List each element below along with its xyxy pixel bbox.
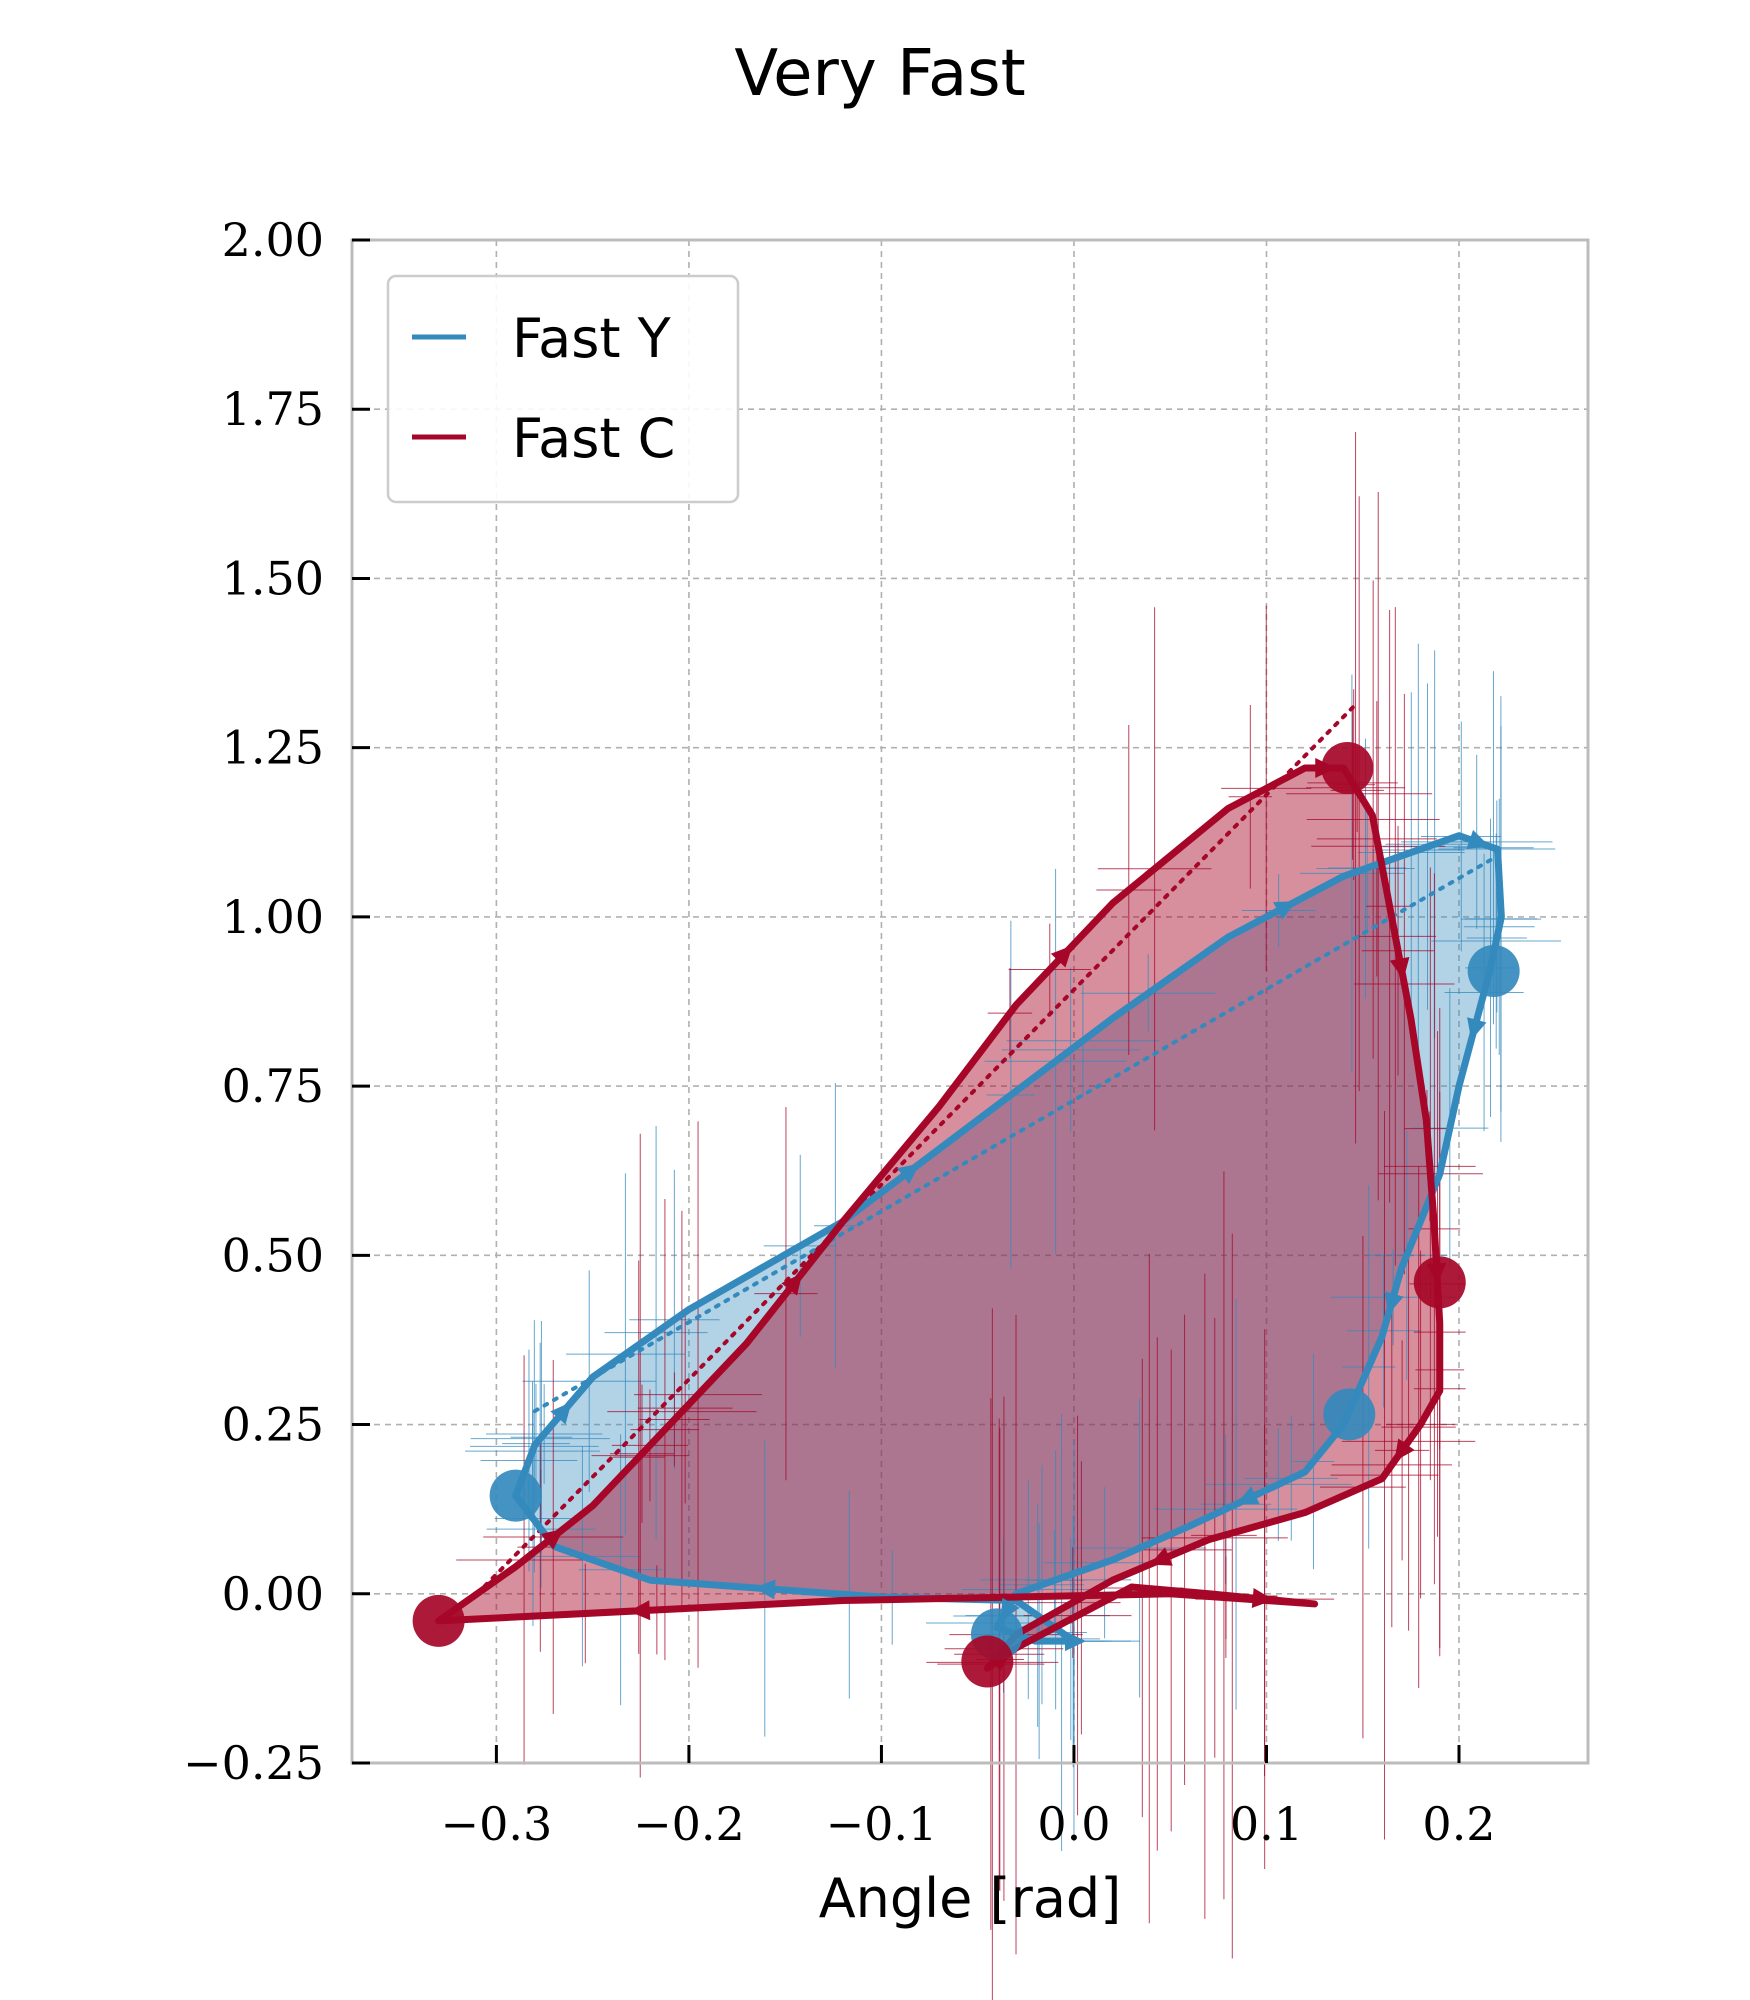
trend-line [532, 853, 1500, 1414]
direction-arrow [1389, 956, 1410, 980]
direction-arrow [1236, 1486, 1260, 1505]
direction-arrow [1384, 1291, 1404, 1315]
legend-frame [386, 274, 740, 504]
x-axis-label: Angle [rad] [819, 1867, 1122, 1930]
plot-area: −0.3 −0.2 −0.1 0.0 0.1 0.2 −0.25 0.00 0.25 0.50 0.… [183, 213, 1590, 2000]
axes-frame [350, 238, 1590, 1765]
y-tick-label: 2.00 [222, 213, 324, 267]
x-tick-label: −0.3 [441, 1797, 553, 1851]
direction-arrow [753, 1579, 776, 1600]
direction-arrow [1466, 830, 1490, 849]
data-marker [961, 1635, 1014, 1688]
direction-arrow [1064, 1631, 1086, 1652]
legend: Fast Y Fast C [386, 274, 740, 504]
x-tick-label: 0.2 [1422, 1797, 1495, 1851]
x-tick-label: 0.0 [1037, 1797, 1110, 1851]
chart-title: Very Fast [734, 37, 1025, 111]
legend-label-fast-y: Fast Y [512, 307, 672, 370]
trend-line [475, 705, 1356, 1596]
series-line [435, 764, 1444, 1672]
x-tick-label: −0.2 [633, 1797, 745, 1851]
data-marker [1413, 1256, 1466, 1309]
direction-arrow [1467, 1017, 1487, 1041]
y-tick-label: 0.75 [222, 1059, 324, 1113]
direction-arrow [540, 1528, 564, 1550]
direction-arrow [897, 1163, 920, 1185]
data-marker [412, 1594, 465, 1647]
y-tick-label: 1.00 [222, 890, 324, 944]
direction-arrow [628, 1600, 651, 1621]
direction-arrow [550, 1401, 572, 1425]
data-marker [1321, 741, 1374, 794]
y-tick-label: 1.50 [222, 551, 324, 605]
x-tick-label: 0.1 [1230, 1797, 1303, 1851]
y-tick-label: −0.25 [183, 1736, 324, 1790]
series-area [515, 835, 1502, 1642]
y-tick-label: 1.75 [222, 382, 324, 436]
data-marker [1323, 1388, 1376, 1441]
data-marker [1467, 945, 1520, 998]
direction-arrow [1050, 945, 1073, 968]
direction-arrow [1149, 1547, 1173, 1566]
legend-label-fast-c: Fast C [512, 407, 675, 470]
direction-arrow [781, 1272, 803, 1296]
direction-arrow [1394, 1438, 1415, 1462]
direction-arrow [1251, 1588, 1274, 1608]
y-tick-label: 0.25 [222, 1398, 324, 1452]
y-tick-label: 0.50 [222, 1228, 324, 1282]
direction-arrow [1273, 901, 1297, 920]
x-tick-label: −0.1 [826, 1797, 938, 1851]
data-marker [489, 1469, 542, 1522]
y-tick-label: 1.25 [222, 721, 324, 775]
y-tick-label: 0.00 [222, 1567, 324, 1621]
